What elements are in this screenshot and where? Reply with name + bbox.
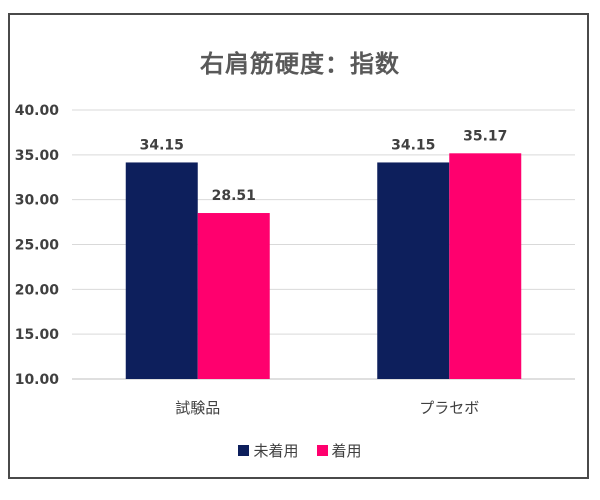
legend-item-series-0: 未着用 [238,440,299,461]
legend: 未着用 着用 [0,440,600,461]
x-category-label: プラセボ [419,399,479,417]
legend-item-series-1: 着用 [316,440,362,461]
legend-label-series-0: 未着用 [253,442,299,460]
bar-1-1 [449,153,522,379]
data-label: 34.15 [391,137,435,153]
y-tick-label: 10.00 [15,372,60,388]
y-tick-label: 35.00 [15,148,60,164]
data-label: 28.51 [212,188,256,204]
y-tick-label: 25.00 [15,238,60,254]
y-tick-label: 40.00 [15,103,60,119]
y-tick-label: 20.00 [15,282,60,298]
chart-title: 右肩筋硬度：指数 [200,50,400,78]
legend-label-series-1: 着用 [331,442,362,460]
bar-0-1 [377,162,450,379]
data-label: 34.15 [140,137,184,153]
y-tick-label: 30.00 [15,193,60,209]
bar-1-0 [197,213,270,379]
legend-swatch-series-1 [316,445,328,456]
y-tick-label: 15.00 [15,327,60,343]
data-label: 35.17 [463,128,507,144]
x-category-label: 試験品 [175,399,220,417]
bar-0-0 [125,162,198,379]
legend-swatch-series-0 [238,445,250,456]
